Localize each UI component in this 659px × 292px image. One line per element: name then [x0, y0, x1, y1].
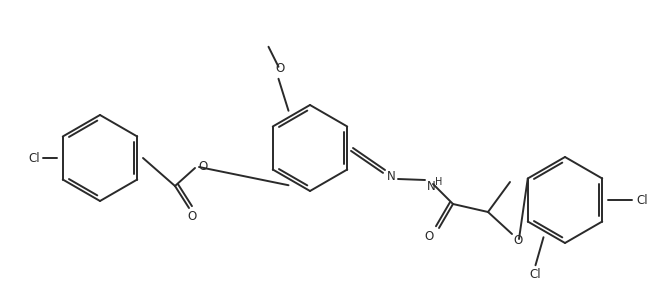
Text: H: H — [436, 177, 443, 187]
Text: O: O — [187, 209, 196, 223]
Text: O: O — [198, 159, 208, 173]
Text: N: N — [387, 169, 395, 182]
Text: O: O — [276, 62, 285, 75]
Text: O: O — [424, 230, 434, 242]
Text: N: N — [426, 180, 436, 192]
Text: Cl: Cl — [530, 268, 541, 281]
Text: Cl: Cl — [636, 194, 648, 206]
Text: O: O — [513, 234, 523, 248]
Text: Cl: Cl — [28, 152, 40, 164]
